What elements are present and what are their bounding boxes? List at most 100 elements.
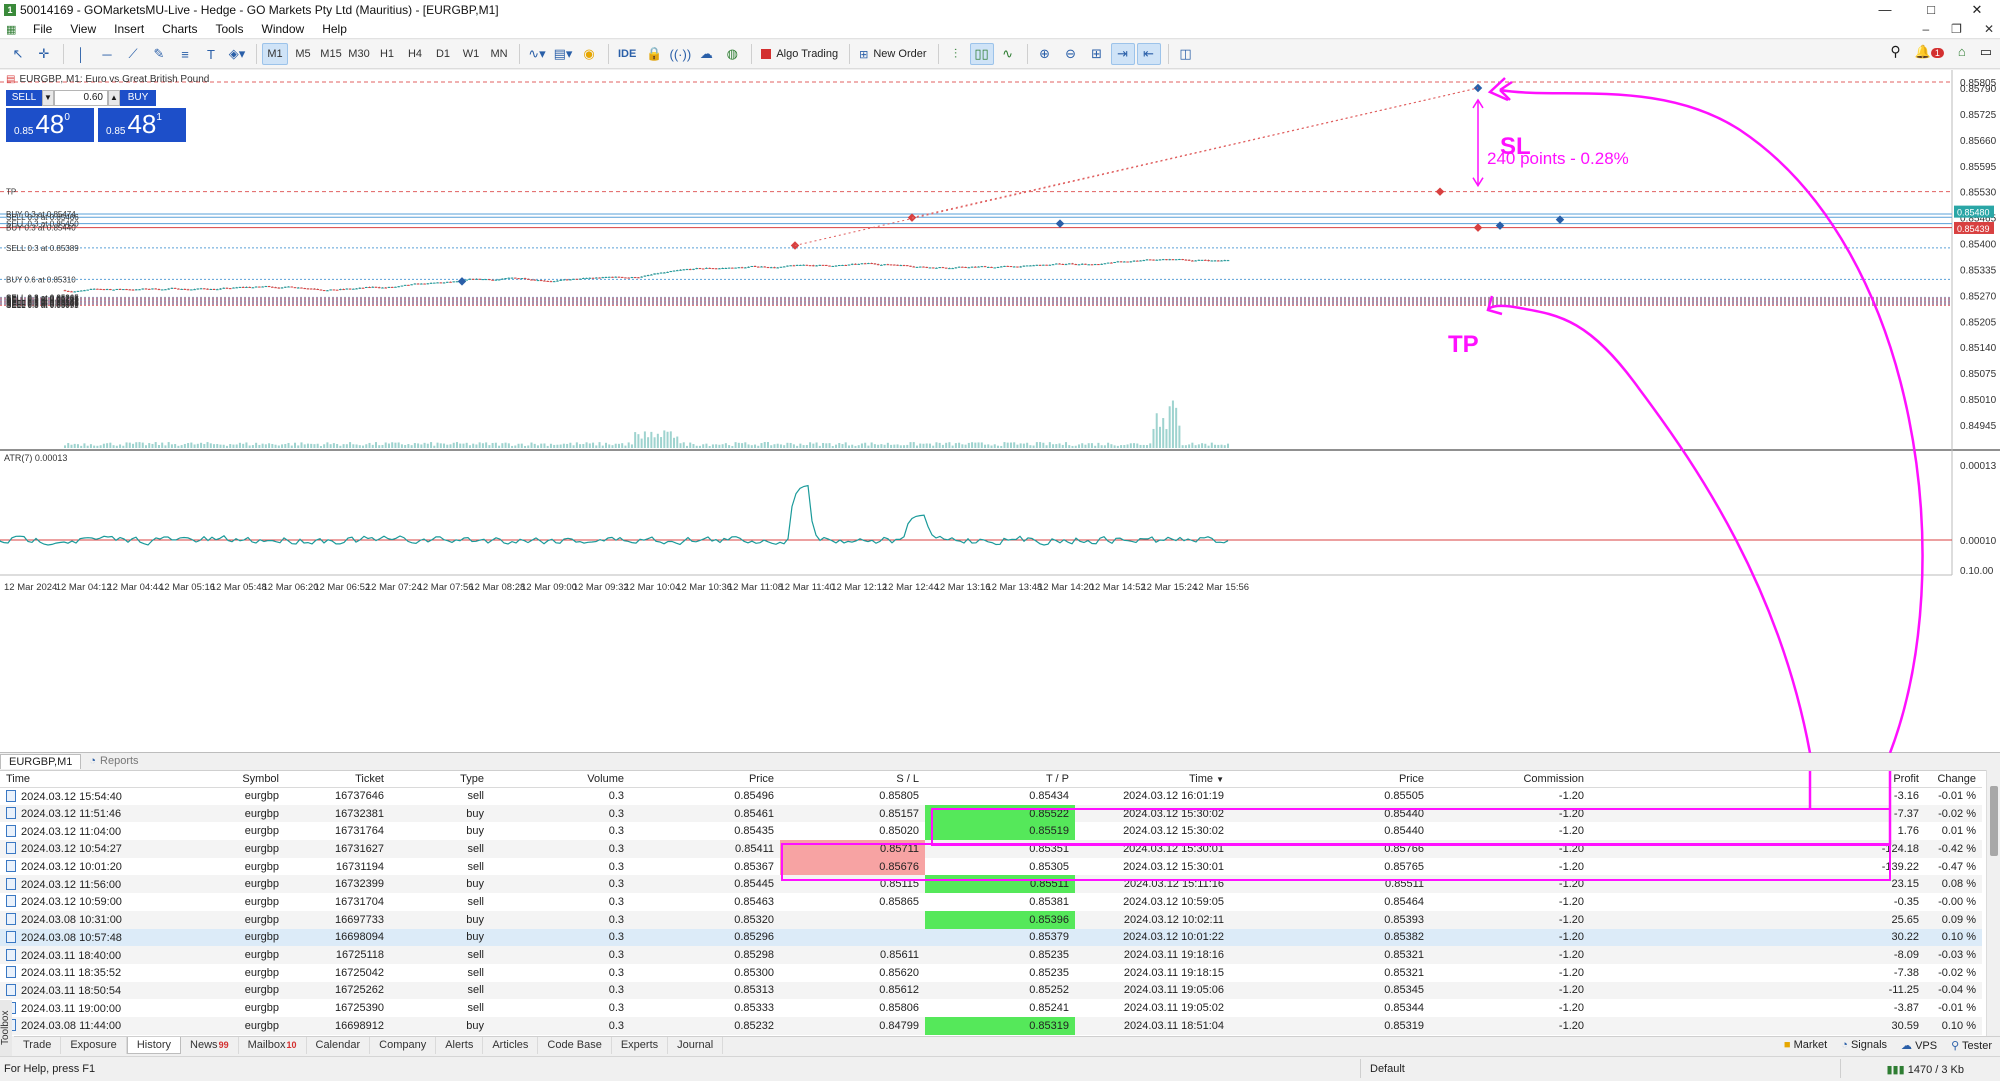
buy-price-box[interactable]: 0.85 48 1 [98, 108, 186, 142]
col-symbol[interactable]: Symbol [195, 771, 285, 788]
tab-exposure[interactable]: Exposure [61, 1037, 127, 1054]
horizontal-line-icon[interactable]: ─ [102, 46, 112, 62]
zoom-out-icon[interactable]: ⊖ [1065, 46, 1076, 61]
tab-articles[interactable]: Articles [483, 1037, 539, 1054]
toolbox-label[interactable]: Toolbox [0, 1000, 12, 1056]
col-price[interactable]: Price [630, 771, 780, 788]
menu-charts[interactable]: Charts [162, 22, 198, 36]
timeframe-h1[interactable]: H1 [379, 48, 395, 60]
col-change[interactable]: Change [1925, 771, 1982, 788]
col-ticket[interactable]: Ticket [285, 771, 390, 788]
history-row[interactable]: 2024.03.12 11:56:00 eurgbp 16732399 buy 0.3 0… [0, 875, 1982, 894]
tab-journal[interactable]: Journal [668, 1037, 724, 1054]
col-tp[interactable]: T / P [925, 771, 1075, 788]
globe-icon[interactable]: ◍ [726, 46, 739, 61]
volume-input[interactable]: 0.60 [54, 90, 108, 106]
cursor-icon[interactable]: ↖ [12, 46, 24, 61]
maximize-button[interactable]: □ [1927, 2, 1935, 17]
market-link[interactable]: ■ Market [1784, 1039, 1827, 1052]
community-icon[interactable]: ⌂ [1957, 44, 1966, 59]
tester-link[interactable]: ⚲ Tester [1951, 1039, 1992, 1052]
market-icon[interactable]: ◉ [583, 46, 595, 61]
volume-dropdown-icon[interactable]: ▼ [42, 90, 54, 106]
col-time[interactable]: Time [0, 771, 195, 788]
tab-history[interactable]: History [126, 1037, 182, 1054]
vertical-line-icon[interactable]: │ [76, 46, 86, 62]
timeframe-m1[interactable]: M1 [262, 43, 288, 65]
indicators-icon[interactable]: ∿▾ [528, 46, 546, 61]
channel-icon[interactable]: ≡ [181, 46, 189, 62]
tab-news[interactable]: News99 [181, 1037, 239, 1054]
close-button[interactable]: ✕ [1971, 2, 1983, 17]
history-row[interactable]: 2024.03.12 10:59:00 eurgbp 16731704 sell 0.3… [0, 893, 1982, 911]
child-restore-button[interactable]: ❐ [1951, 22, 1962, 36]
menu-file[interactable]: File [33, 22, 53, 36]
tab-calendar[interactable]: Calendar [307, 1037, 371, 1054]
trend-line-icon[interactable]: ⟋ [128, 46, 138, 61]
tab-trade[interactable]: Trade [14, 1037, 62, 1054]
tab-reports[interactable]: ◔ Reports [81, 754, 146, 769]
col-sl[interactable]: S / L [780, 771, 925, 788]
text-icon[interactable]: T [207, 46, 215, 62]
history-row[interactable]: 2024.03.12 15:54:40 eurgbp 16737646 sell 0.3… [0, 787, 1982, 805]
menu-insert[interactable]: Insert [114, 22, 145, 36]
col-type[interactable]: Type [390, 771, 490, 788]
menu-view[interactable]: View [70, 22, 97, 36]
history-row[interactable]: 2024.03.08 11:44:00 eurgbp 16698912 buy 0.3 0… [0, 1016, 1982, 1035]
minimize-button[interactable]: — [1878, 2, 1892, 17]
tab-company[interactable]: Company [370, 1037, 437, 1054]
algo-trading-button[interactable]: Algo Trading [757, 43, 842, 65]
tab-mailbox[interactable]: Mailbox10 [239, 1037, 307, 1054]
timeframe-w1[interactable]: W1 [462, 48, 480, 60]
tab-eurgbp-m1[interactable]: EURGBP,M1 [0, 754, 82, 769]
sidebar-toggle-icon[interactable]: ▭ [1979, 43, 1992, 59]
timeframe-mn[interactable]: MN [490, 48, 508, 60]
search-icon[interactable]: ⚲ [1890, 43, 1901, 59]
shapes-icon[interactable]: ◈▾ [228, 46, 246, 61]
history-scrollbar[interactable] [1986, 770, 2000, 1036]
sell-price-box[interactable]: 0.85 48 0 [6, 108, 94, 142]
signal-icon[interactable]: ((·)) [669, 46, 692, 62]
timeframe-d1[interactable]: D1 [435, 48, 451, 60]
timeframe-m5[interactable]: M5 [295, 48, 311, 60]
cloud-icon[interactable]: ☁ [699, 46, 713, 61]
grid-icon[interactable]: ⊞ [1091, 46, 1102, 61]
menu-tools[interactable]: Tools [215, 22, 244, 36]
chart-shift-icon[interactable]: ⇤ [1136, 43, 1161, 65]
scrollbar-thumb[interactable] [1990, 786, 1998, 856]
history-row[interactable]: 2024.03.12 10:54:27 eurgbp 16731627 sell 0.3… [0, 840, 1982, 858]
col-close-time[interactable]: Time ▼ [1075, 771, 1230, 788]
history-row[interactable]: 2024.03.12 10:01:20 eurgbp 16731194 sell 0.3… [0, 857, 1982, 876]
child-close-button[interactable]: ✕ [1983, 22, 1994, 36]
history-row[interactable]: 2024.03.08 10:31:00 eurgbp 16697733 buy 0.3 0… [0, 910, 1982, 929]
tab-experts[interactable]: Experts [612, 1037, 669, 1054]
new-order-button[interactable]: ⊞ New Order [855, 43, 930, 65]
child-minimize-button[interactable]: – [1922, 22, 1930, 36]
col-volume[interactable]: Volume [490, 771, 630, 788]
timeframe-m30[interactable]: M30 [348, 48, 370, 60]
signals-link[interactable]: ◔ Signals [1841, 1039, 1887, 1052]
lock-icon[interactable]: 🔒 [646, 46, 663, 61]
history-row[interactable]: 2024.03.11 18:35:52 eurgbp 16725042 sell 0.3… [0, 964, 1982, 982]
chart-window[interactable]: 0.85805 0.85790 0.85725 0.85660 0.85595 0.855… [0, 70, 2000, 753]
history-row[interactable]: 2024.03.12 11:04:00 eurgbp 16731764 buy 0.3 0… [0, 822, 1982, 841]
tab-alerts[interactable]: Alerts [436, 1037, 484, 1054]
menu-help[interactable]: Help [322, 22, 347, 36]
notifications-icon[interactable]: 🔔 1 [1915, 44, 1944, 60]
vps-link[interactable]: ☁ VPS [1901, 1039, 1937, 1052]
sell-button[interactable]: SELL [6, 90, 42, 106]
ide-button[interactable]: IDE [618, 48, 637, 60]
bar-chart-icon[interactable]: ⫶ [953, 46, 958, 61]
drawing-tools-icon[interactable]: ✎ [153, 46, 165, 61]
autoscroll-icon[interactable]: ⇥ [1110, 43, 1135, 65]
history-row[interactable]: 2024.03.11 18:50:54 eurgbp 16725262 sell 0.3… [0, 981, 1982, 1000]
crosshair-icon[interactable]: ✛ [38, 46, 50, 61]
templates-icon[interactable]: ▤▾ [553, 46, 573, 61]
timeframe-m15[interactable]: M15 [320, 48, 342, 60]
history-row[interactable]: 2024.03.08 10:57:48 eurgbp 16698094 buy 0.3 0… [0, 928, 1982, 947]
screenshot-icon[interactable]: ◫ [1179, 46, 1192, 61]
menu-window[interactable]: Window [261, 22, 305, 36]
candlestick-icon[interactable]: ▯▯ [969, 43, 994, 65]
buy-button[interactable]: BUY [120, 90, 156, 106]
